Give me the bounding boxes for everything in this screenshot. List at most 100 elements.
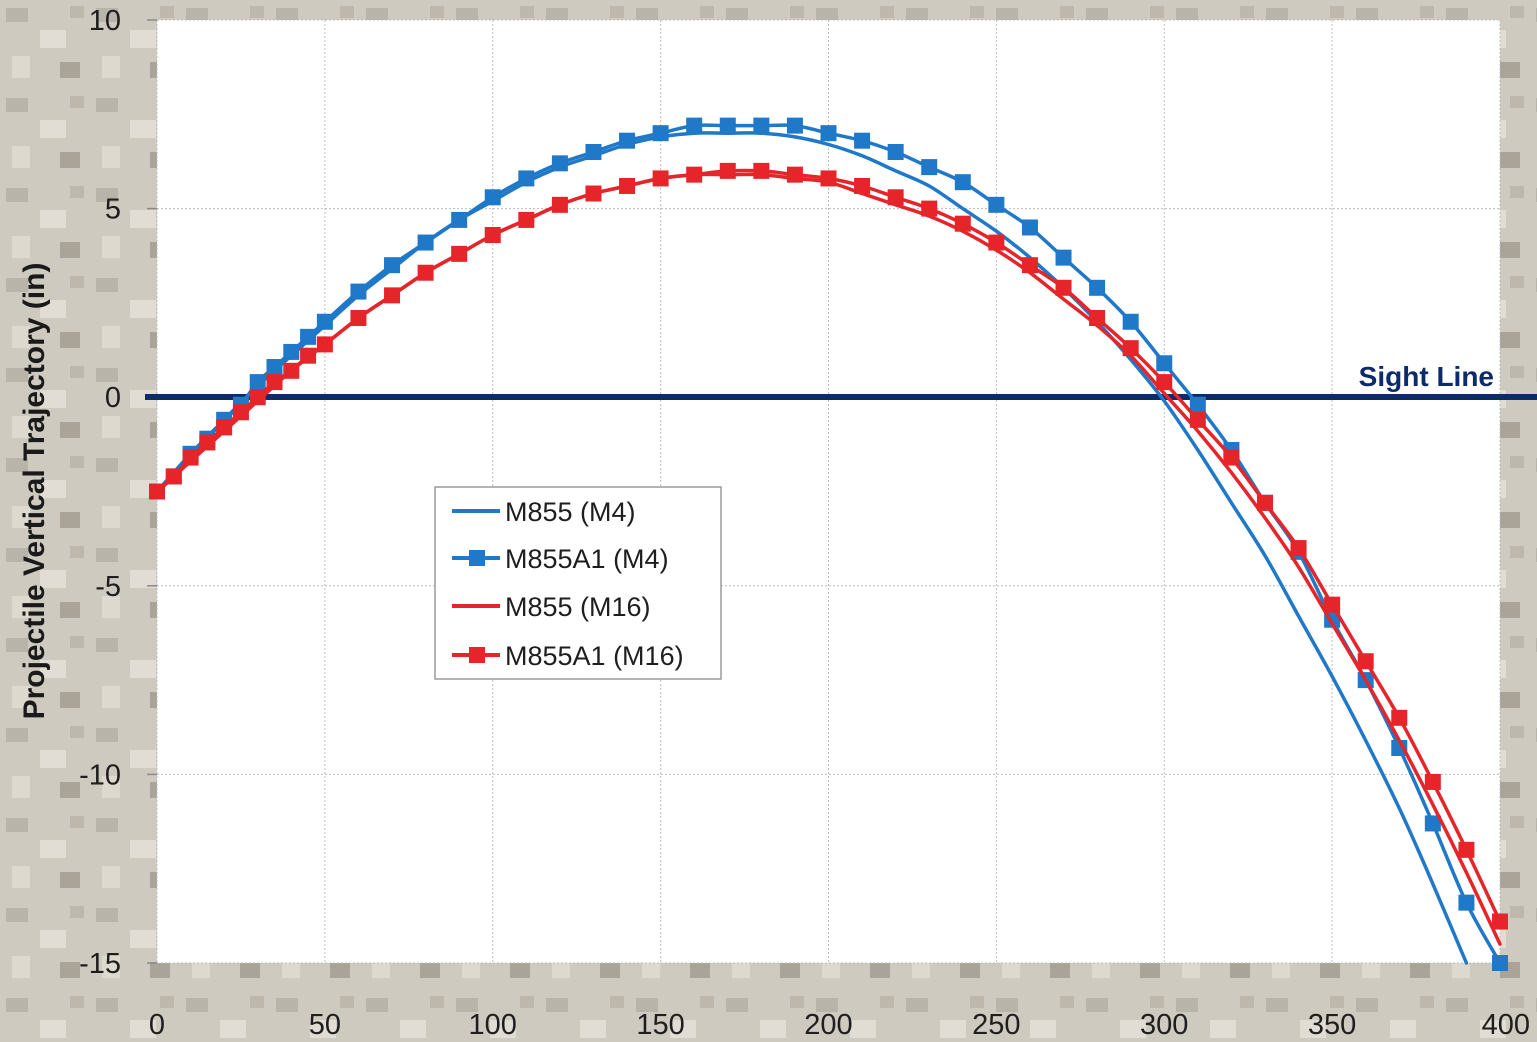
series-3-point-19: [619, 177, 636, 194]
series-3-point-23: [753, 162, 770, 179]
series-1-point-11: [350, 283, 367, 300]
series-1-point-42: [1391, 739, 1408, 756]
series-3-point-32: [1055, 279, 1072, 296]
y-tick-label-5: -15: [79, 948, 121, 980]
series-3-point-42: [1391, 709, 1408, 726]
series-1-point-25: [820, 125, 837, 142]
series-1-point-36: [1189, 396, 1206, 413]
series-1-point-23: [753, 117, 770, 134]
series-1-point-34: [1122, 313, 1139, 330]
series-3-point-13: [417, 264, 434, 281]
x-tick-label-6: 300: [1140, 1009, 1188, 1041]
series-3-point-29: [954, 215, 971, 232]
legend-label-m855a1-m4: M855A1 (M4): [505, 544, 669, 574]
series-1-point-18: [585, 144, 602, 161]
series-3: [149, 162, 1508, 930]
series-1-point-45: [1492, 955, 1508, 971]
series-1-point-6: [249, 374, 266, 391]
series-1-point-19: [619, 132, 636, 149]
series-1-point-32: [1055, 249, 1072, 266]
x-tick-label-1: 50: [309, 1009, 341, 1041]
y-tick-label-1: 5: [105, 194, 121, 226]
x-tick-label-4: 200: [804, 1009, 852, 1041]
x-tick-label-5: 250: [972, 1009, 1020, 1041]
series-1-point-15: [484, 189, 501, 206]
series-3-point-26: [854, 177, 871, 194]
y-tick-labels: 10 5 0 -5 -10 -15: [79, 5, 121, 980]
legend-marker-m855a1-m4: [469, 550, 485, 566]
series-3-point-6: [249, 389, 266, 406]
series-3-point-40: [1324, 596, 1341, 613]
x-tick-label-0: 0: [149, 1009, 165, 1041]
series-1-point-12: [384, 257, 401, 274]
series-3-point-33: [1089, 309, 1106, 326]
series-3-point-24: [786, 166, 803, 183]
series-3-point-36: [1189, 411, 1206, 428]
series-3-point-9: [300, 347, 317, 364]
series-1-point-28: [921, 159, 938, 176]
series-1-point-16: [518, 170, 535, 187]
series-layer: [149, 117, 1508, 971]
legend-label-m855a1-m16: M855A1 (M16): [505, 641, 684, 671]
y-tick-label-0: 10: [89, 5, 121, 37]
x-tick-label-2: 100: [469, 1009, 517, 1041]
sight-line-label: Sight Line: [1359, 361, 1494, 392]
legend-entry-m855-m16: M855 (M16): [452, 592, 651, 622]
series-3-point-44: [1458, 841, 1475, 858]
x-tick-label-8: 400: [1482, 1009, 1530, 1041]
series-3-point-12: [384, 287, 401, 304]
y-tick-label-2: 0: [105, 382, 121, 414]
series-3-point-28: [921, 200, 938, 217]
x-tick-label-7: 350: [1308, 1009, 1356, 1041]
series-3-point-20: [652, 170, 669, 187]
series-3-point-18: [585, 185, 602, 202]
series-1-point-27: [887, 144, 904, 161]
series-3-point-17: [551, 196, 568, 213]
series-3-point-0: [149, 483, 165, 500]
series-3-point-34: [1122, 340, 1139, 357]
legend-entry-m855a1-m16: M855A1 (M16): [452, 641, 684, 671]
series-3-point-10: [316, 336, 333, 353]
x-tick-label-3: 150: [636, 1009, 684, 1041]
series-3-point-43: [1424, 773, 1441, 790]
series-1-point-10: [316, 313, 333, 330]
legend-entry-m855a1-m4: M855A1 (M4): [452, 544, 669, 574]
series-3-point-45: [1492, 913, 1508, 930]
series-3-point-1: [165, 468, 182, 485]
series-3-point-41: [1357, 653, 1374, 670]
series-0: [155, 131, 1469, 965]
series-1-point-26: [854, 132, 871, 149]
series-3-point-21: [686, 166, 703, 183]
series-3-point-8: [283, 362, 300, 379]
series-1-point-44: [1458, 894, 1475, 911]
series-1-point-21: [686, 117, 703, 134]
series-3-point-31: [1021, 257, 1038, 274]
series-line-0: [155, 131, 1469, 965]
legend: M855 (M4) M855A1 (M4) M855 (M16) M855A1 …: [434, 486, 722, 680]
legend-label-m855-m4: M855 (M4): [505, 497, 636, 527]
series-3-point-11: [350, 309, 367, 326]
series-1-point-7: [266, 359, 283, 376]
series-1-point-14: [451, 211, 468, 228]
x-tick-labels: 0 50 100 150 200 250 300 350 400: [149, 1009, 1530, 1041]
series-1-point-30: [988, 196, 1005, 213]
series-3-point-14: [451, 245, 468, 262]
series-1-point-20: [652, 125, 669, 142]
series-1-point-35: [1156, 355, 1173, 372]
series-3-point-16: [518, 211, 535, 228]
series-3-point-25: [820, 170, 837, 187]
series-1-point-17: [551, 155, 568, 172]
series-1-point-8: [283, 343, 300, 360]
series-3-point-22: [719, 162, 736, 179]
series-3-point-3: [199, 434, 216, 451]
legend-marker-m855a1-m16: [469, 647, 485, 663]
series-1-point-31: [1021, 219, 1038, 236]
y-tick-label-4: -10: [79, 759, 121, 791]
series-3-point-7: [266, 374, 283, 391]
series-1-point-43: [1424, 815, 1441, 832]
legend-entry-m855-m4: M855 (M4): [452, 497, 636, 527]
y-axis-label: Projectile Vertical Trajectory (in): [18, 263, 51, 720]
series-3-point-38: [1256, 494, 1273, 511]
series-3-point-35: [1156, 374, 1173, 391]
series-1-point-9: [300, 328, 317, 345]
